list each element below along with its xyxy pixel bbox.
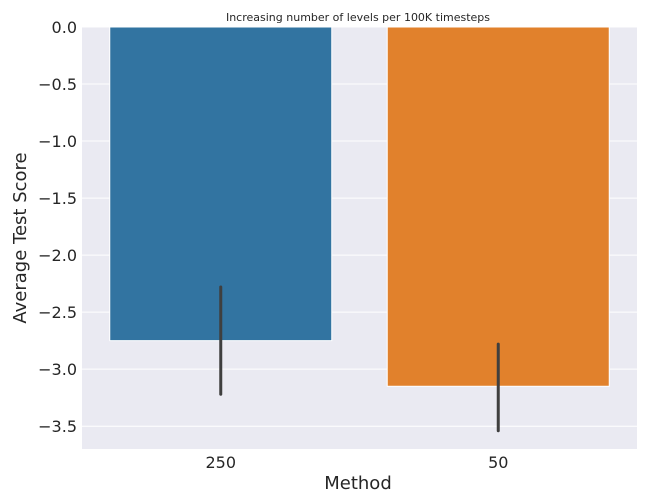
y-tick-label: −1.5 bbox=[38, 189, 77, 208]
y-tick-label: −0.5 bbox=[38, 75, 77, 94]
y-tick-labels: 0.0 −0.5 −1.0 −1.5 −2.0 −2.5 −3.0 −3.5 bbox=[38, 18, 77, 436]
y-axis-label: Average Test Score bbox=[10, 152, 31, 323]
x-tick-label: 250 bbox=[205, 453, 236, 472]
x-tick-label: 50 bbox=[488, 453, 508, 472]
y-tick-label: −1.0 bbox=[38, 132, 77, 151]
y-tick-label: −2.0 bbox=[38, 246, 77, 265]
y-tick-label: 0.0 bbox=[52, 18, 77, 37]
chart-title: Increasing number of levels per 100K tim… bbox=[226, 11, 490, 24]
y-tick-label: −3.5 bbox=[38, 417, 77, 436]
x-tick-labels: 250 50 bbox=[205, 453, 508, 472]
y-tick-label: −3.0 bbox=[38, 360, 77, 379]
bar bbox=[386, 26, 610, 387]
y-tick-label: −2.5 bbox=[38, 303, 77, 322]
x-axis-label: Method bbox=[324, 473, 392, 494]
error-bars bbox=[219, 285, 500, 433]
